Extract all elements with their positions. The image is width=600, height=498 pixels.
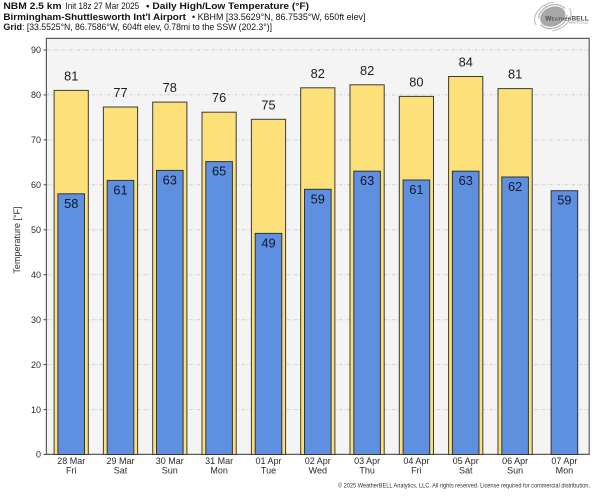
svg-text:Fri: Fri <box>411 465 422 475</box>
svg-text:Wed: Wed <box>309 465 327 475</box>
svg-text:Birmingham-Shuttlesworth Int'l: Birmingham-Shuttlesworth Int'l Airport <box>3 12 186 22</box>
svg-text:Grid: Grid <box>3 22 22 32</box>
svg-text:61: 61 <box>113 182 127 197</box>
svg-text:65: 65 <box>212 164 226 179</box>
svg-text:Thu: Thu <box>359 465 375 475</box>
svg-text:82: 82 <box>311 66 325 81</box>
svg-text:63: 63 <box>459 173 473 188</box>
svg-text:01 Apr: 01 Apr <box>255 456 281 466</box>
svg-text:30 Mar: 30 Mar <box>156 456 184 466</box>
svg-text:Sat: Sat <box>114 465 128 475</box>
svg-text:Temperature [°F]: Temperature [°F] <box>12 206 22 273</box>
svg-text:03 Apr: 03 Apr <box>354 456 380 466</box>
svg-text:59: 59 <box>557 193 571 208</box>
svg-text:Mon: Mon <box>210 465 228 475</box>
svg-text:49: 49 <box>261 235 275 250</box>
svg-text:Mon: Mon <box>556 465 574 475</box>
svg-text:06 Apr: 06 Apr <box>502 456 528 466</box>
svg-text:40: 40 <box>31 270 41 280</box>
svg-text:30: 30 <box>31 315 41 325</box>
svg-text:: [33.5525°N, 86.7586°W, 604ft: : [33.5525°N, 86.7586°W, 604ft elev, 0.7… <box>22 22 272 32</box>
svg-text:Sat: Sat <box>459 465 473 475</box>
svg-text:50: 50 <box>31 225 41 235</box>
svg-text:02 Apr: 02 Apr <box>305 456 331 466</box>
svg-text:ANALYTICS LLC: ANALYTICS LLC <box>569 20 589 24</box>
svg-text:07 Apr: 07 Apr <box>551 456 577 466</box>
svg-text:81: 81 <box>64 68 78 83</box>
svg-text:75: 75 <box>261 97 275 112</box>
svg-text:Tue: Tue <box>261 465 276 475</box>
svg-text:80: 80 <box>409 74 423 89</box>
svg-text:70: 70 <box>31 135 41 145</box>
svg-text:63: 63 <box>360 173 374 188</box>
svg-text:62: 62 <box>508 179 522 194</box>
svg-text:• Daily High/Low Temperature (: • Daily High/Low Temperature (°F) <box>146 1 309 11</box>
svg-text:29 Mar: 29 Mar <box>106 456 134 466</box>
svg-text:61: 61 <box>409 182 423 197</box>
svg-text:80: 80 <box>31 90 41 100</box>
svg-text:Sun: Sun <box>507 465 523 475</box>
svg-text:90: 90 <box>31 45 41 55</box>
svg-text:31 Mar: 31 Mar <box>205 456 233 466</box>
svg-text:NBM 2.5 km: NBM 2.5 km <box>3 1 61 11</box>
svg-text:• KBHM [33.5629°N, 86.7535°W,: • KBHM [33.5629°N, 86.7535°W, 650ft elev… <box>192 12 366 22</box>
svg-text:59: 59 <box>311 191 325 206</box>
svg-text:04 Apr: 04 Apr <box>403 456 429 466</box>
svg-text:20: 20 <box>31 360 41 370</box>
svg-text:28 Mar: 28 Mar <box>57 456 85 466</box>
svg-text:84: 84 <box>459 55 473 70</box>
svg-text:WEATHERBELL: WEATHERBELL <box>545 16 589 23</box>
svg-text:10: 10 <box>31 405 41 415</box>
svg-text:© 2025 WeatherBELL Analytics,: © 2025 WeatherBELL Analytics, LLC. All r… <box>338 481 590 489</box>
svg-text:63: 63 <box>163 172 177 187</box>
svg-text:05 Apr: 05 Apr <box>453 456 479 466</box>
svg-text:82: 82 <box>360 63 374 78</box>
svg-text:Init 18z 27 Mar 2025: Init 18z 27 Mar 2025 <box>66 1 140 11</box>
svg-text:81: 81 <box>508 67 522 82</box>
svg-text:Sun: Sun <box>162 465 178 475</box>
svg-text:78: 78 <box>163 80 177 95</box>
svg-text:77: 77 <box>113 85 127 100</box>
svg-text:0: 0 <box>36 450 41 460</box>
svg-text:76: 76 <box>212 90 226 105</box>
svg-text:Fri: Fri <box>66 465 77 475</box>
svg-text:60: 60 <box>31 180 41 190</box>
svg-text:58: 58 <box>64 196 78 211</box>
